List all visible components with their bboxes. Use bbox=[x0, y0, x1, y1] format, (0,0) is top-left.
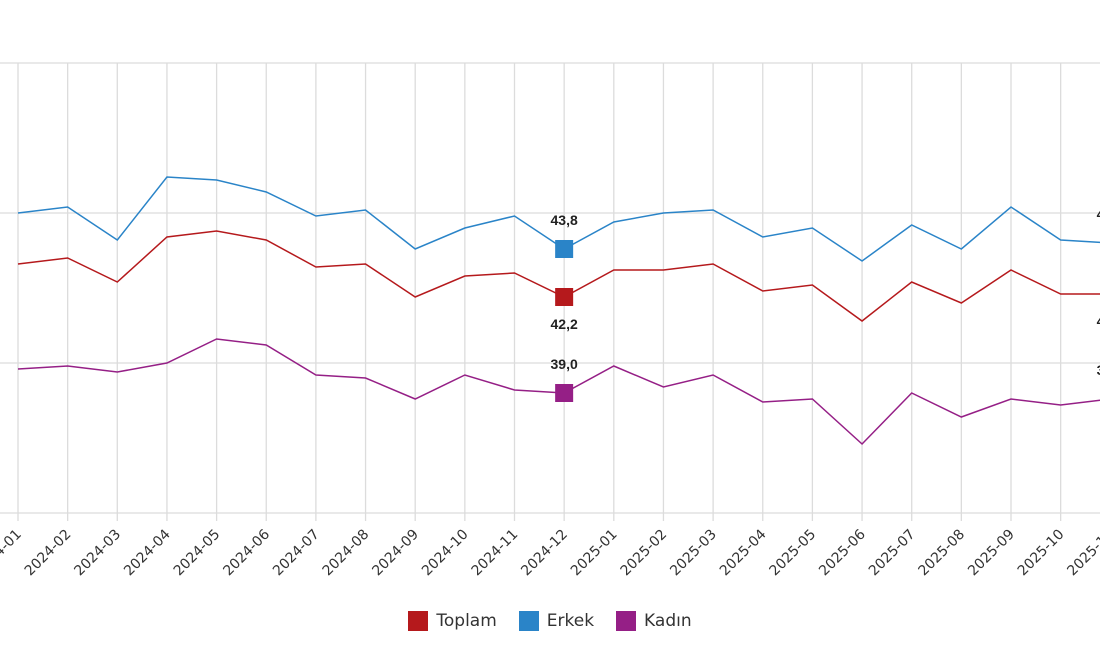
x-tick-label: 2024-05 bbox=[171, 527, 224, 580]
point-marker-erkek bbox=[555, 240, 574, 258]
x-tick-label: 2025-02 bbox=[618, 527, 671, 580]
legend-item-kadin[interactable]: Kadın bbox=[616, 611, 692, 631]
legend-label-erkek: Erkek bbox=[546, 611, 595, 631]
legend-label-toplam: Toplam bbox=[436, 611, 497, 631]
x-tick-label: 2025-08 bbox=[915, 527, 968, 580]
x-tick-label: 2024-10 bbox=[419, 527, 472, 580]
x-tick-label: 2024-03 bbox=[71, 527, 124, 580]
point-marker-toplam bbox=[555, 288, 574, 306]
legend-item-erkek[interactable]: Erkek bbox=[518, 611, 595, 631]
x-tick-label: 2025-07 bbox=[866, 527, 919, 580]
x-tick-label: 2024-02 bbox=[22, 527, 75, 580]
x-tick-label: 2025-11 bbox=[1064, 527, 1100, 580]
point-marker-kadın bbox=[555, 384, 574, 402]
data-label-erkek: 43,8 bbox=[551, 212, 578, 228]
x-tick-label: 2025-03 bbox=[667, 527, 720, 580]
line-chart: 2024-012024-022024-032024-042024-052024-… bbox=[0, 62, 1100, 580]
x-tick-label: 2025-09 bbox=[965, 527, 1018, 580]
legend-swatch-erkek bbox=[518, 611, 539, 631]
legend-label-kadin: Kadın bbox=[644, 611, 692, 631]
data-label-toplam: 42,3 bbox=[1097, 313, 1100, 329]
x-tick-label: 2025-05 bbox=[767, 527, 820, 580]
x-tick-label: 2024-06 bbox=[220, 526, 273, 579]
legend: Toplam Erkek Kadın bbox=[0, 611, 1100, 631]
legend-item-toplam[interactable]: Toplam bbox=[408, 611, 497, 631]
data-label-toplam: 42,2 bbox=[551, 316, 578, 332]
x-tick-label: 2024-09 bbox=[369, 527, 422, 580]
data-label-kadın: 38,8 bbox=[1097, 362, 1100, 378]
x-tick-label: 2024-04 bbox=[121, 526, 174, 579]
x-tick-label: 2025-10 bbox=[1015, 527, 1068, 580]
legend-swatch-toplam bbox=[408, 611, 429, 631]
data-label-erkek: 44,0 bbox=[1097, 206, 1100, 222]
x-tick-label: 2024-08 bbox=[320, 527, 373, 580]
x-tick-label: 2024-11 bbox=[469, 527, 522, 580]
x-tick-label: 2025-01 bbox=[568, 527, 621, 580]
x-tick-label: 2024-01 bbox=[0, 527, 25, 580]
x-tick-label: 2025-04 bbox=[717, 526, 770, 579]
data-label-kadın: 39,0 bbox=[551, 356, 578, 372]
x-tick-label: 2024-07 bbox=[270, 527, 323, 580]
x-tick-label: 2025-06 bbox=[816, 526, 869, 579]
x-tick-label: 2024-12 bbox=[518, 527, 571, 580]
legend-swatch-kadin bbox=[616, 611, 637, 631]
